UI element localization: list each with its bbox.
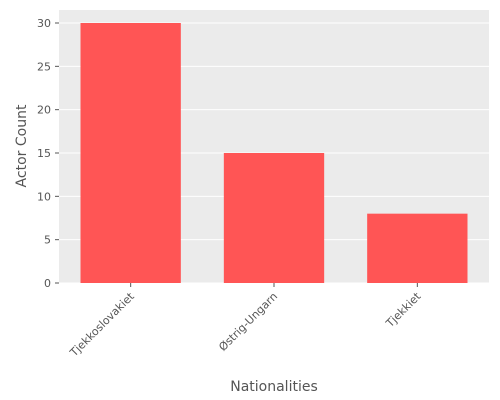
y-tick-label: 0 — [44, 277, 51, 290]
bars — [80, 23, 468, 283]
y-tick-label: 20 — [37, 104, 51, 117]
y-axis-title: Actor Count — [14, 104, 30, 187]
bar-1 — [223, 153, 325, 283]
bar-2 — [367, 213, 468, 283]
x-axis-title: Nationalities — [230, 379, 318, 395]
bar-0 — [80, 23, 181, 283]
x-tick-label: Østrig-Ungarn — [216, 290, 280, 354]
x-tick-label: Tjekkoslovakiet — [67, 289, 137, 359]
x-tick-label: Tjekkiet — [383, 289, 424, 330]
y-tick-label: 10 — [37, 190, 51, 203]
y-axis-ticks: 0 5 10 15 20 25 30 — [37, 17, 59, 290]
y-tick-label: 30 — [37, 17, 51, 30]
x-axis-ticks: Tjekkoslovakiet Østrig-Ungarn Tjekkiet — [67, 283, 424, 360]
y-tick-label: 5 — [44, 234, 51, 247]
y-tick-label: 25 — [37, 60, 51, 73]
y-tick-label: 15 — [37, 147, 51, 160]
